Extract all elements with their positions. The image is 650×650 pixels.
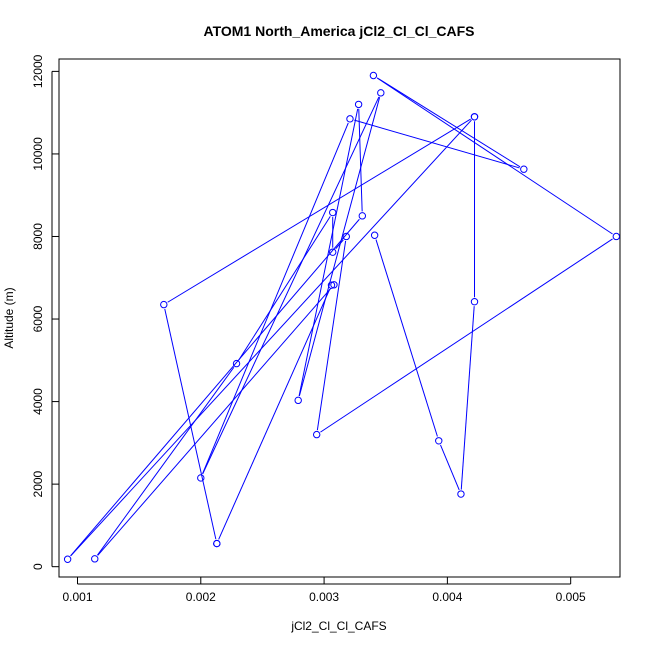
- series-segment: [375, 239, 438, 437]
- series-segment: [218, 289, 331, 540]
- y-axis-label: Altitude (m): [2, 287, 16, 348]
- data-point: [232, 359, 241, 368]
- series-segment: [316, 240, 347, 431]
- series-layer: [63, 71, 621, 563]
- series-segment: [354, 119, 520, 169]
- data-point: [457, 490, 465, 498]
- x-axis-label: jCl2_Cl_Cl_CAFS: [290, 619, 386, 633]
- plot-frame: [58, 58, 621, 578]
- x-tick-label: 0.003: [309, 590, 339, 604]
- data-point: [312, 430, 321, 439]
- y-tick-label: 8000: [31, 223, 45, 250]
- series-segment: [460, 306, 475, 490]
- series-segment: [358, 108, 363, 212]
- series-segment: [167, 118, 471, 303]
- series-segment: [376, 77, 613, 235]
- data-point: [197, 474, 205, 482]
- x-tick-label: 0.001: [62, 590, 92, 604]
- y-tick-label: 0: [31, 563, 45, 570]
- data-point: [91, 555, 99, 563]
- y-tick-label: 6000: [31, 305, 45, 332]
- series-segment: [298, 97, 381, 397]
- data-point: [329, 208, 337, 217]
- series-segment: [238, 216, 331, 361]
- data-point: [470, 113, 479, 121]
- chart-title: ATOM1 North_America jCl2_Cl_Cl_CAFS: [204, 23, 475, 39]
- data-series: [63, 71, 621, 563]
- series-segment: [70, 218, 360, 557]
- x-tick-label: 0.004: [432, 590, 462, 604]
- x-axis: 0.001 0.002 0.003 0.004 0.005: [62, 577, 586, 604]
- data-point: [435, 437, 443, 445]
- series-segment: [164, 308, 217, 540]
- data-point: [63, 555, 72, 563]
- x-tick-label: 0.005: [556, 590, 586, 604]
- y-tick-label: 10000: [31, 137, 45, 171]
- data-point: [329, 248, 337, 256]
- data-point: [612, 232, 621, 241]
- y-tick-label: 4000: [31, 388, 45, 415]
- data-point: [377, 89, 385, 97]
- data-point: [213, 539, 221, 548]
- data-point: [342, 232, 350, 241]
- x-tick-label: 0.002: [186, 590, 216, 604]
- data-point: [330, 281, 338, 289]
- data-point: [346, 115, 354, 123]
- data-point: [327, 281, 336, 289]
- y-tick-label: 12000: [31, 54, 45, 88]
- y-axis: 0 2000 4000 6000 8000 10000 12000: [31, 54, 59, 570]
- data-series: [370, 113, 479, 498]
- data-point: [470, 297, 479, 306]
- series-segment: [335, 239, 344, 250]
- series-segment: [97, 287, 332, 556]
- series-segment: [202, 122, 349, 474]
- data-point: [358, 212, 367, 220]
- series-segment: [70, 119, 472, 557]
- series-segment: [376, 77, 521, 168]
- series-segment: [202, 96, 380, 475]
- series-segment: [298, 108, 359, 397]
- series-segment: [96, 366, 235, 556]
- data-point: [370, 231, 379, 239]
- data-point: [354, 100, 363, 109]
- y-tick-label: 2000: [31, 470, 45, 497]
- data-point: [294, 396, 302, 405]
- series-segment: [320, 238, 613, 433]
- data-point: [160, 300, 168, 309]
- data-point: [520, 165, 528, 173]
- data-point: [369, 71, 378, 80]
- series-segment: [440, 444, 460, 491]
